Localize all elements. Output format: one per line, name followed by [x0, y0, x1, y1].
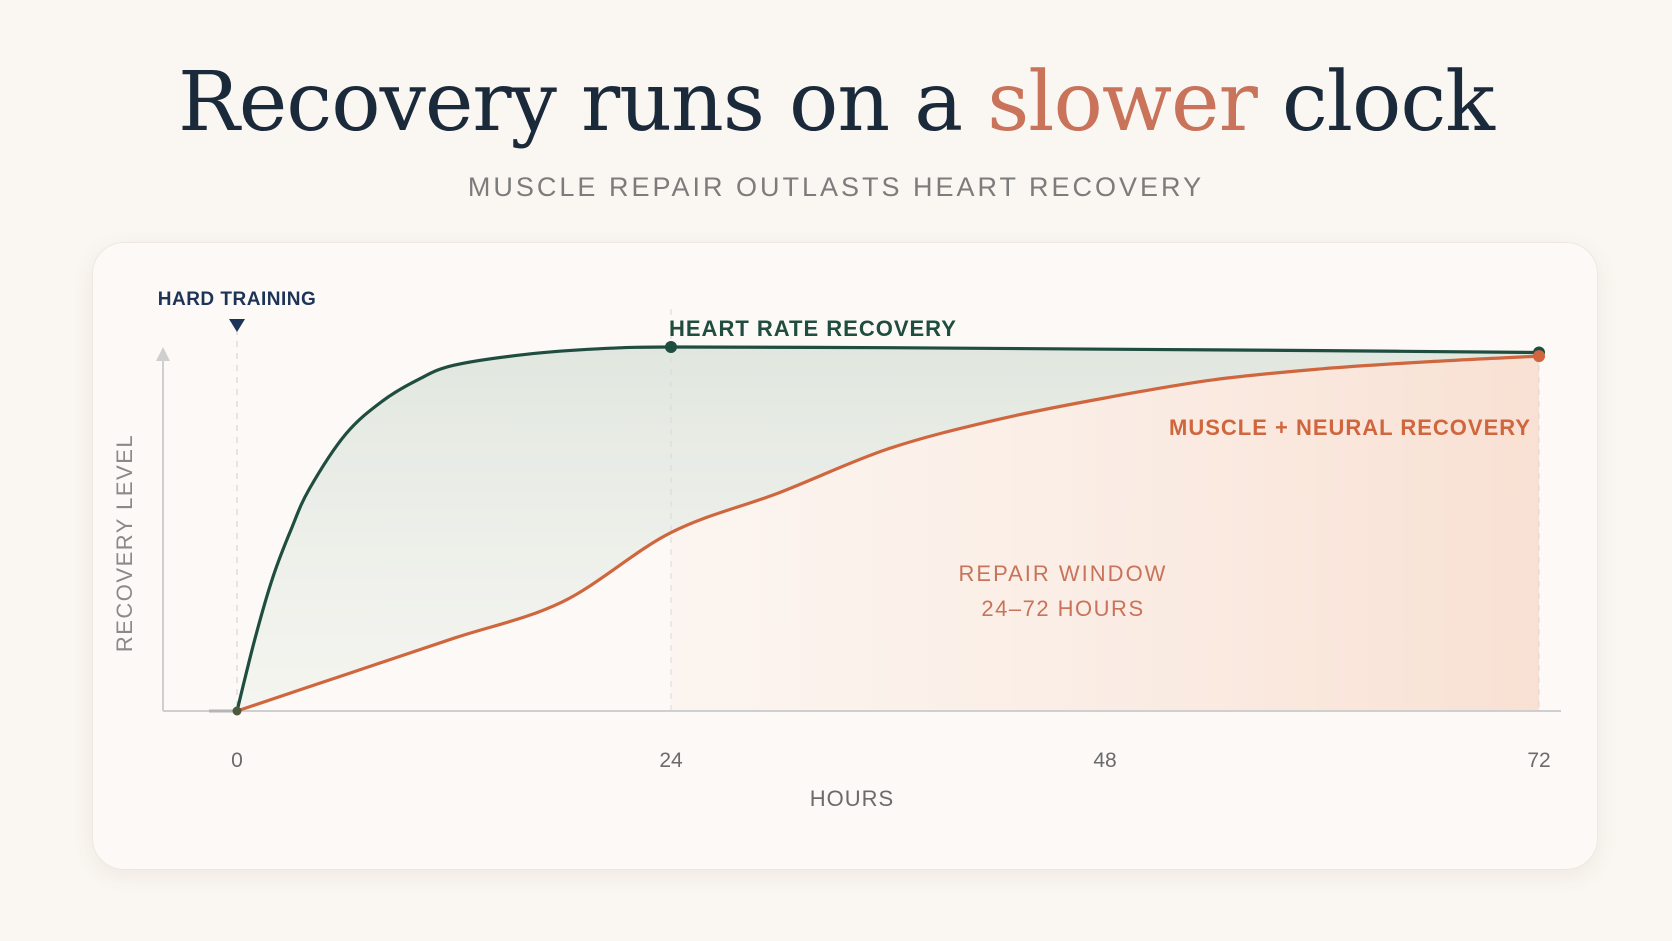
repair-window-range: 24–72 HOURS: [981, 596, 1144, 621]
muscle-recovery-line: [235, 354, 1541, 713]
page-title: Recovery runs on a slower clock: [0, 55, 1672, 150]
title-part-1: Recovery runs on a: [178, 55, 988, 150]
series-marker: [665, 341, 677, 353]
muscle-neural-recovery-label: MUSCLE + NEURAL RECOVERY: [1169, 415, 1531, 440]
y-axis-arrow: [156, 347, 170, 361]
recovery-gap-area: [237, 346, 1539, 711]
repair-window-area: [671, 356, 1539, 711]
x-tick-label: 0: [231, 749, 243, 772]
origin-marker: [232, 706, 242, 716]
x-tick-label: 24: [659, 749, 683, 772]
heart-rate-recovery-label: HEART RATE RECOVERY: [669, 316, 957, 341]
page-subtitle: MUSCLE REPAIR OUTLASTS HEART RECOVERY: [467, 172, 1205, 202]
training-marker-icon: [229, 319, 245, 332]
x-tick-label: 48: [1093, 749, 1116, 772]
x-tick-label: 72: [1527, 749, 1550, 772]
series-marker: [1533, 350, 1545, 363]
repair-window-title: REPAIR WINDOW: [959, 561, 1168, 586]
title-part-2: clock: [1256, 55, 1495, 150]
heart-rate-recovery-line: [235, 345, 1541, 713]
chart-card: HARD TRAINING HEART RATE RECOVERY MUSCLE +…: [92, 242, 1598, 870]
title-accent: slower: [987, 55, 1258, 150]
y-axis-title: RECOVERY LEVEL: [112, 434, 137, 652]
recovery-chart: HARD TRAINING HEART RATE RECOVERY MUSCLE +…: [112, 289, 1561, 811]
x-axis-title: HOURS: [810, 786, 894, 811]
hard-training-label: HARD TRAINING: [158, 289, 317, 310]
